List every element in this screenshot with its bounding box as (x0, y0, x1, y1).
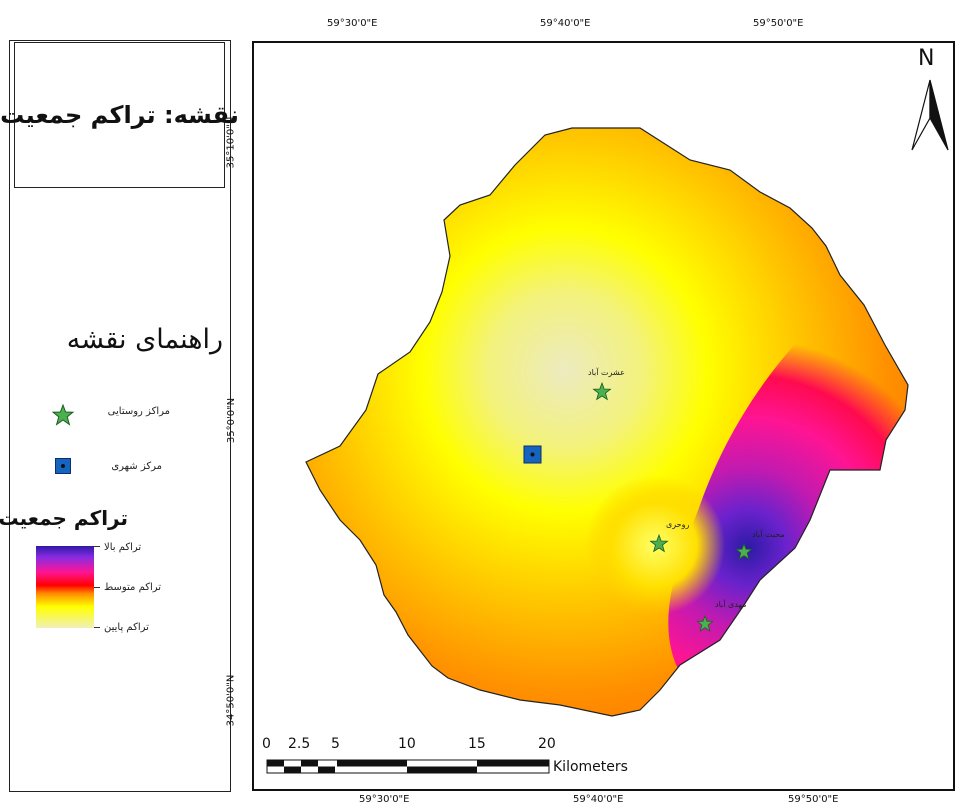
ramp-tick-low (94, 627, 100, 628)
scale-tick-label: 0 (262, 736, 271, 752)
rural-center-star-icon (696, 614, 714, 632)
density-color-ramp (36, 546, 94, 628)
density-legend-heading: تراکم جمعیت (0, 506, 128, 530)
rural-center-star-icon (649, 533, 669, 553)
scale-tick-label: 2.5 (288, 736, 311, 752)
bottom-coordinate-label: 59°50'0"E (788, 794, 839, 805)
legend-heading: راهنمای نقشه (66, 324, 223, 355)
rural-center-star-icon (735, 542, 753, 560)
rural-center-star-icon (52, 404, 74, 426)
study-area-boundary (305, 127, 909, 717)
scale-tick-label: 15 (468, 736, 486, 752)
urban-center-square-icon (55, 458, 71, 474)
scale-tick-label: 10 (398, 736, 416, 752)
urban-center-square-icon (523, 445, 542, 464)
north-arrow-icon (911, 79, 949, 151)
urban-center-label: مرکز شهری (111, 461, 162, 472)
map-title: نقشه: تراکم جمعیت (0, 101, 239, 129)
top-coordinate-label: 59°50'0"E (753, 18, 804, 29)
ramp-tick-high (94, 546, 100, 547)
left-coordinate-label: 35°10'0"N (225, 116, 237, 169)
ramp-tick-medium (94, 587, 100, 588)
place-label: عشرت آباد (588, 368, 625, 377)
density-medium-label: تراکم متوسط (104, 582, 162, 593)
scale-tick-label: 20 (538, 736, 556, 752)
bottom-coordinate-label: 59°30'0"E (359, 794, 410, 805)
north-label: N (918, 46, 935, 71)
left-coordinate-label: 34°50'0"N (225, 674, 237, 727)
rural-center-star-icon (592, 381, 612, 401)
place-label: روحری (666, 520, 690, 529)
scale-unit-label: Kilometers (553, 759, 628, 775)
legend-panel (9, 40, 231, 792)
scale-bar (266, 759, 550, 774)
place-label: مهدی آباد (715, 600, 747, 609)
top-coordinate-label: 59°40'0"E (540, 18, 591, 29)
left-coordinate-label: 35°0'0"N (226, 397, 238, 444)
map-title-box: نقشه: تراکم جمعیت (0, 42, 239, 188)
bottom-coordinate-label: 59°40'0"E (573, 794, 624, 805)
top-coordinate-label: 59°30'0"E (327, 18, 378, 29)
place-label: محبت آباد (752, 530, 785, 539)
scale-tick-label: 5 (331, 736, 340, 752)
density-low-label: تراکم پایین (104, 622, 149, 633)
density-high-label: تراکم بالا (104, 542, 142, 553)
rural-center-label: مراکز روستایی (107, 406, 170, 417)
